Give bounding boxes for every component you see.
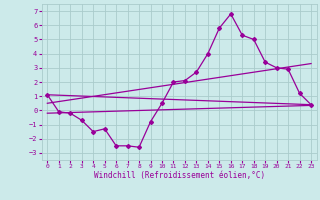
X-axis label: Windchill (Refroidissement éolien,°C): Windchill (Refroidissement éolien,°C) xyxy=(94,171,265,180)
